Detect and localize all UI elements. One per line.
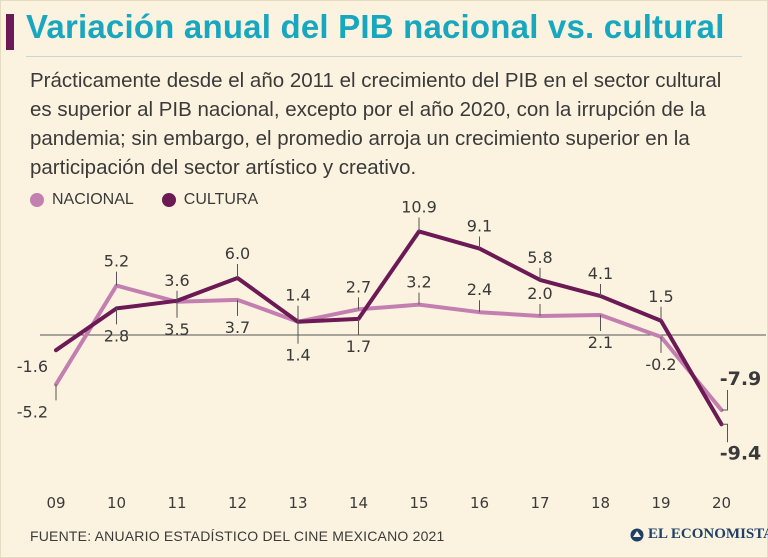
x-tick-14: 14: [349, 494, 368, 512]
legend-item-nacional: NACIONAL: [30, 191, 134, 209]
x-tick-16: 16: [470, 494, 489, 512]
data-label-cultura-12: 6.0: [225, 244, 250, 263]
x-tick-15: 15: [409, 494, 428, 512]
x-tick-19: 19: [651, 494, 670, 512]
leader-cultura-20: [721, 423, 728, 443]
x-tick-10: 10: [107, 494, 126, 512]
chart-legend: NACIONAL CULTURA: [30, 189, 258, 211]
x-tick-11: 11: [167, 494, 186, 512]
data-label-nacional-13: 1.4: [285, 346, 310, 365]
x-tick-12: 12: [228, 494, 247, 512]
publisher-brand: EL ECONOMISTA: [630, 526, 768, 543]
data-label-nacional-16: 2.4: [467, 280, 492, 299]
data-label-cultura-20: -9.4: [720, 442, 762, 464]
data-label-nacional-14: 2.7: [346, 277, 371, 296]
data-label-nacional-18: 2.1: [588, 333, 613, 352]
x-tick-13: 13: [288, 494, 307, 512]
brand-logo-icon: [630, 528, 644, 541]
legend-label-cultura: CULTURA: [183, 191, 259, 208]
data-label-nacional-11: 3.5: [164, 320, 189, 339]
data-label-nacional-15: 3.2: [406, 273, 431, 292]
chart-description: Prácticamente desde el año 2011 el creci…: [30, 69, 722, 179]
brand-name: EL ECONOMISTA: [648, 526, 768, 542]
legend-swatch-cultura: [161, 193, 176, 207]
title-accent-bar: [6, 14, 14, 50]
x-tick-09: 09: [46, 494, 65, 512]
x-tick-20: 20: [712, 494, 731, 512]
data-label-cultura-13: 1.4: [285, 286, 310, 305]
x-tick-17: 17: [530, 494, 549, 512]
data-label-cultura-14: 1.7: [346, 337, 371, 356]
data-label-nacional-09: -5.2: [17, 402, 48, 421]
data-label-nacional-10: 5.2: [104, 252, 129, 271]
x-tick-18: 18: [591, 494, 610, 512]
legend-swatch-nacional: [30, 193, 44, 207]
series-line-nacional: [54, 283, 724, 413]
data-label-cultura-19: 1.5: [648, 287, 673, 306]
data-label-cultura-11: 3.6: [164, 271, 189, 290]
legend-label-nacional: NACIONAL: [52, 191, 134, 208]
data-label-cultura-10: 2.8: [104, 326, 129, 345]
data-label-nacional-12: 3.7: [225, 318, 250, 337]
data-label-cultura-16: 9.1: [467, 217, 492, 236]
data-label-cultura-15: 10.9: [401, 197, 437, 216]
title-divider: [26, 56, 742, 57]
data-label-cultura-09: -1.6: [17, 357, 48, 376]
data-label-nacional-17: 2.0: [527, 284, 552, 303]
data-label-cultura-18: 4.1: [588, 264, 613, 283]
data-label-nacional-20: -7.9: [720, 368, 762, 390]
series-line-cultura: [54, 229, 724, 427]
data-label-cultura-17: 5.8: [527, 248, 552, 267]
source-note: FUENTE: ANUARIO ESTADÍSTICO DEL CINE MEX…: [30, 528, 445, 544]
page-title: Variación anual del PIB nacional vs. cul…: [26, 8, 725, 45]
data-label-nacional-19: -0.2: [645, 355, 676, 374]
legend-item-cultura: CULTURA: [161, 191, 259, 209]
leader-nacional-20: [721, 390, 728, 411]
